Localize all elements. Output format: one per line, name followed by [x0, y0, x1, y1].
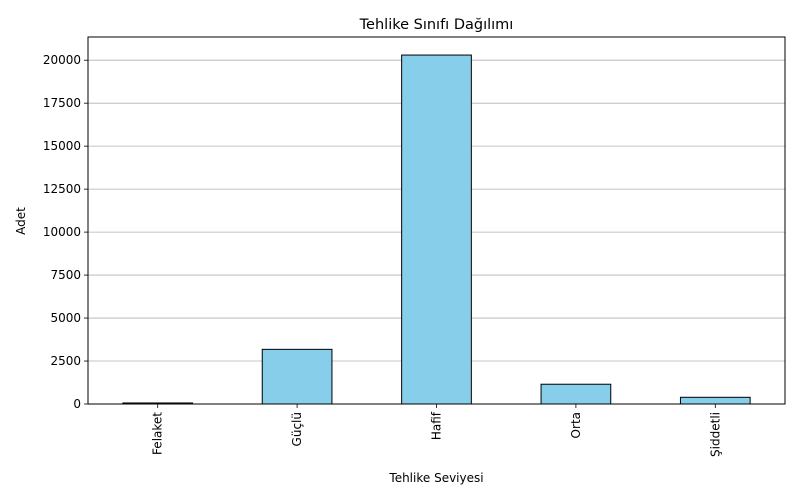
y-tick-label: 5000: [50, 311, 81, 325]
y-tick-label: 17500: [43, 96, 81, 110]
x-axis-ticks: Felaket Güçlü Hafif Orta Şiddetli: [151, 404, 722, 457]
bars: [122, 54, 751, 405]
y-tick-label: 2500: [50, 354, 81, 368]
x-tick-label: Felaket: [151, 412, 165, 455]
y-axis-ticks: 0 2500 5000 7500 10000 12500 15000 17500 20000: [43, 53, 88, 411]
chart-title: Tehlike Sınıfı Dağılımı: [359, 17, 514, 33]
x-tick-label: Orta: [569, 412, 583, 438]
x-tick-label: Hafif: [430, 411, 444, 440]
bar-hafif: [401, 54, 472, 405]
y-axis-label: Adet: [14, 207, 28, 235]
bar-orta: [540, 383, 612, 405]
x-tick-label: Güçlü: [290, 412, 304, 446]
x-tick-label: Şiddetli: [708, 412, 722, 457]
x-axis-label: Tehlike Seviyesi: [388, 471, 483, 485]
y-tick-label: 20000: [43, 53, 81, 67]
y-tick-label: 15000: [43, 139, 81, 153]
y-tick-label: 10000: [43, 225, 81, 239]
bar-şiddetli: [679, 396, 751, 405]
bar-güçlü: [261, 348, 333, 405]
y-tick-label: 7500: [50, 268, 81, 282]
y-tick-label: 0: [73, 397, 81, 411]
y-tick-label: 12500: [43, 182, 81, 196]
